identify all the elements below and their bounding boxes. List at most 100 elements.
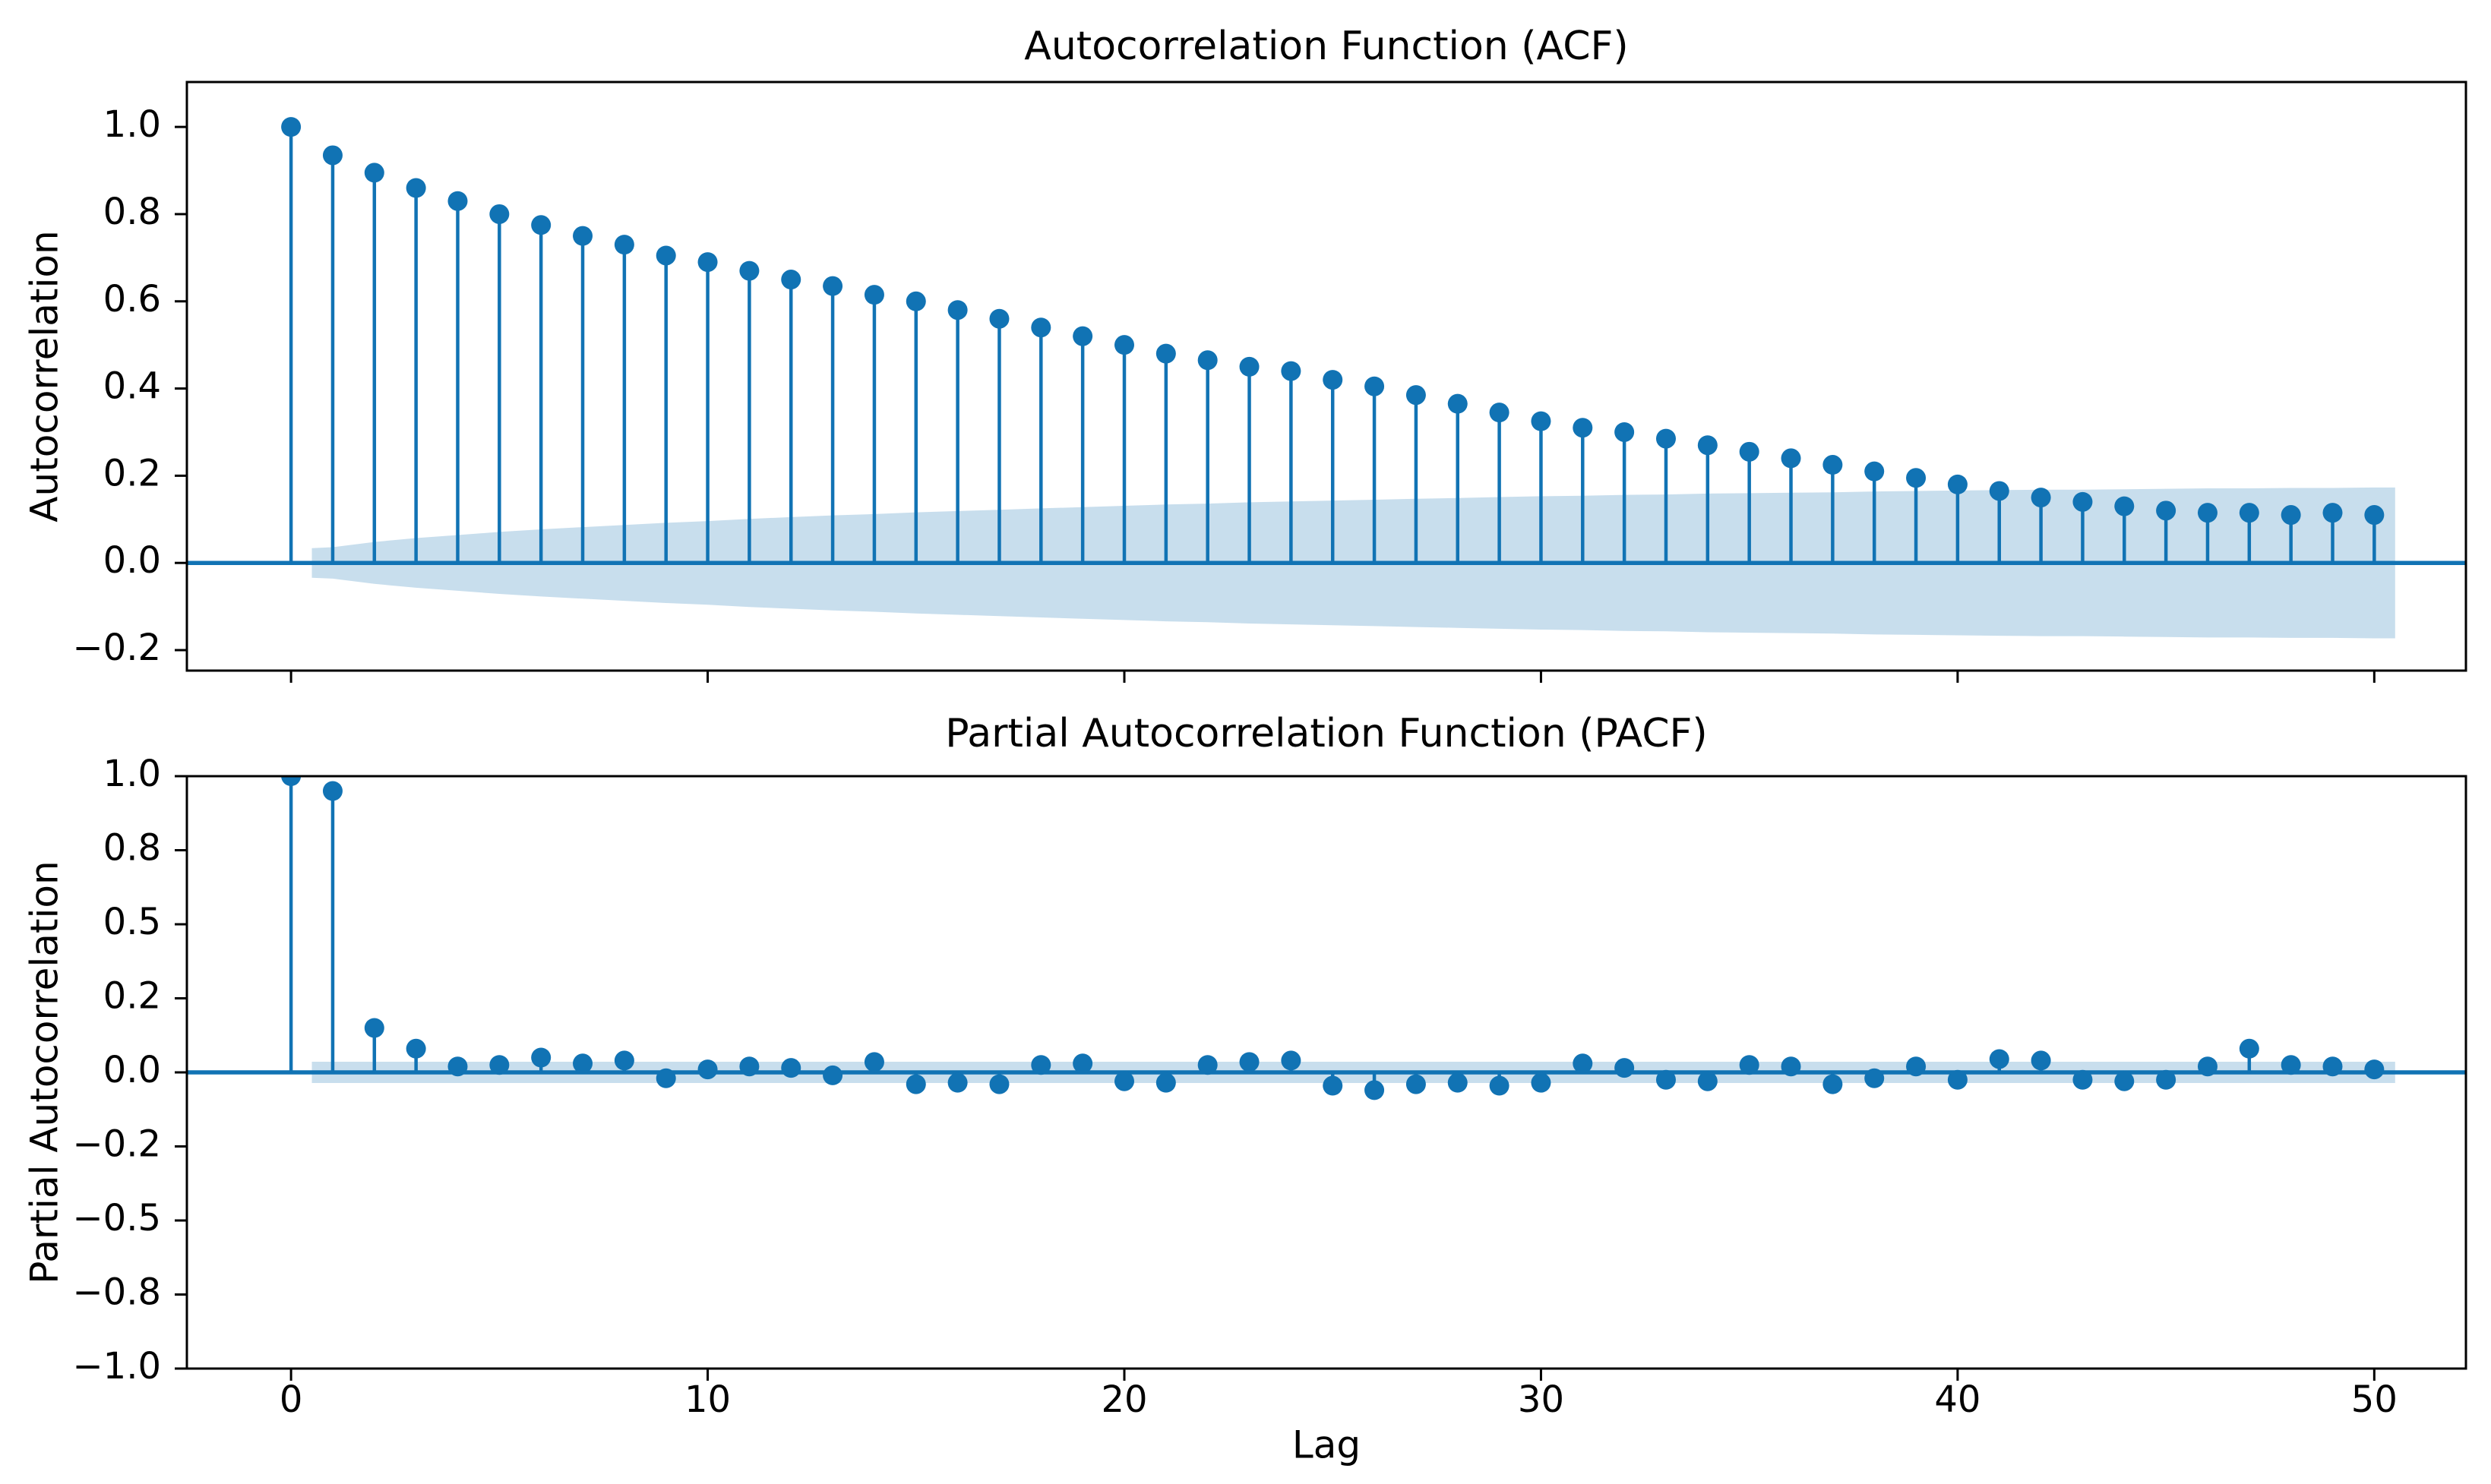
data-point [1864, 1068, 1885, 1088]
data-point [1155, 1072, 1176, 1093]
y-tick-label: 0.5 [103, 901, 161, 943]
data-point [1031, 317, 1051, 338]
y-tick-label: 0.2 [103, 975, 161, 1018]
y-axis-label: Autocorrelation [23, 230, 67, 522]
data-point [2031, 488, 2051, 508]
data-point [2072, 1069, 2093, 1090]
data-point [1405, 385, 1426, 406]
data-point [864, 285, 884, 305]
data-point [2114, 496, 2135, 516]
data-point [322, 781, 343, 801]
data-point [1739, 441, 1759, 462]
data-point [322, 145, 343, 166]
data-point [1822, 1074, 1843, 1094]
data-point [2239, 1038, 2259, 1059]
data-point [781, 1058, 801, 1078]
data-point [1323, 370, 1343, 390]
data-point [1906, 1056, 1927, 1077]
data-point [823, 1065, 843, 1085]
data-point [489, 204, 510, 224]
x-axis-label: Lag [1292, 1423, 1361, 1467]
data-point [1739, 1055, 1759, 1075]
y-tick-label: −0.2 [72, 1123, 161, 1166]
data-point [1281, 361, 1301, 381]
y-tick-label: 1.0 [103, 103, 161, 146]
data-point [2156, 1069, 2176, 1090]
y-tick-label: −0.2 [72, 627, 161, 669]
data-point [1489, 1075, 1509, 1096]
pacf-chart: 0 10 20 30 40 50 1.0 0.8 0.5 0.2 0.0 −0.2 −0.5 −0.8 −1… [23, 711, 2467, 1467]
plot-area [187, 117, 2466, 639]
data-point [1989, 481, 2009, 501]
data-point [906, 291, 926, 311]
acf-chart: 1.0 0.8 0.6 0.4 0.2 0.0 −0.2 Autocorrelation Fu… [23, 24, 2467, 683]
data-point [2197, 1056, 2218, 1077]
data-point [531, 1047, 552, 1068]
x-tick-label: 30 [1518, 1378, 1564, 1421]
data-point [2322, 503, 2343, 523]
data-point [823, 276, 843, 296]
data-point [1031, 1055, 1051, 1075]
data-point [1281, 1050, 1301, 1071]
data-point [1155, 343, 1176, 364]
data-point [1614, 1058, 1635, 1078]
y-tick-label: 0.6 [103, 278, 161, 320]
data-point [947, 300, 968, 320]
plot-border [185, 81, 2467, 672]
data-point [1573, 1053, 1593, 1074]
x-tick-label: 20 [1101, 1378, 1147, 1421]
data-point [614, 1050, 634, 1071]
plot-area [187, 776, 2466, 1100]
data-point [573, 226, 593, 246]
y-tick-label: 0.4 [103, 365, 161, 408]
data-point [281, 776, 302, 786]
chart-title: Autocorrelation Function (ACF) [1024, 24, 1628, 69]
y-axis-label: Partial Autocorrelation [23, 860, 67, 1284]
data-point [2031, 1050, 2051, 1071]
data-point [1239, 356, 1260, 377]
data-point [531, 215, 552, 235]
data-point [989, 308, 1010, 329]
data-point [2322, 1056, 2343, 1077]
data-point [1114, 335, 1135, 355]
y-tick-label: −0.8 [72, 1271, 161, 1314]
data-point [1947, 474, 1968, 494]
data-point [906, 1074, 926, 1094]
data-point [1073, 326, 1093, 346]
data-point [406, 178, 426, 198]
y-tick-label: 0.8 [103, 827, 161, 870]
data-point [1531, 411, 1551, 431]
data-point [1197, 350, 1218, 371]
data-point [2239, 503, 2259, 523]
data-point [281, 117, 302, 137]
y-tick-label: −0.5 [72, 1197, 161, 1239]
data-point [1531, 1072, 1551, 1093]
data-point [1614, 422, 1635, 442]
y-tick-label: −1.0 [72, 1345, 161, 1388]
data-point [1573, 418, 1593, 438]
data-point [1947, 1069, 1968, 1090]
y-tick-label: 0.0 [103, 1049, 161, 1091]
data-point [1697, 1071, 1718, 1091]
data-point [2364, 1059, 2385, 1080]
data-point [1489, 403, 1509, 423]
data-point [1114, 1071, 1135, 1091]
data-point [1447, 1072, 1468, 1093]
data-point [2197, 503, 2218, 523]
data-point [2281, 505, 2301, 526]
data-point [1323, 1075, 1343, 1096]
data-point [1906, 468, 1927, 488]
data-point [697, 252, 718, 273]
data-point [656, 245, 676, 266]
data-point [1989, 1049, 2009, 1069]
data-point [864, 1052, 884, 1072]
data-point [447, 1056, 468, 1077]
data-point [1447, 393, 1468, 414]
x-tick-label: 40 [1934, 1378, 1980, 1421]
data-point [781, 270, 801, 290]
data-point [489, 1055, 510, 1075]
data-point [697, 1059, 718, 1080]
data-point [1822, 455, 1843, 475]
